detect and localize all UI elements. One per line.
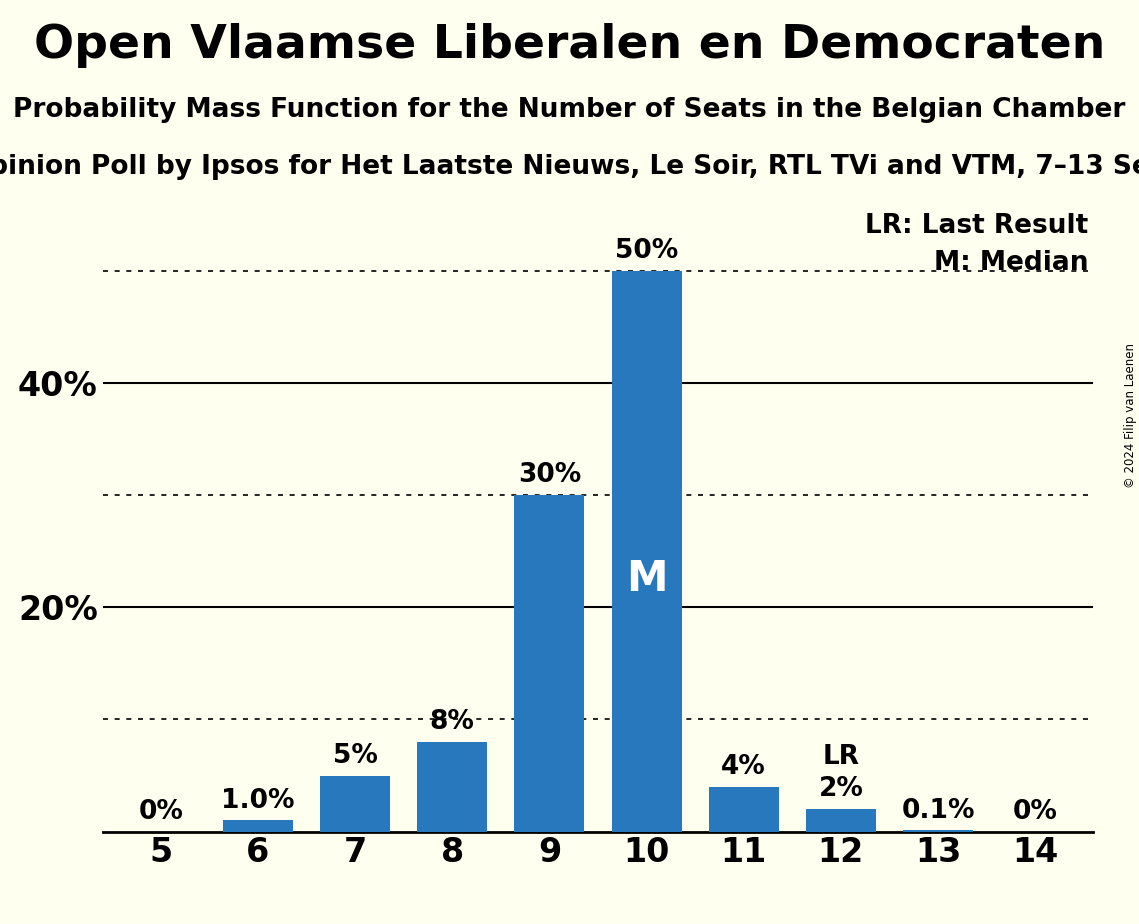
Text: 1.0%: 1.0% <box>221 787 295 814</box>
Text: 0%: 0% <box>138 799 183 825</box>
Text: M: Median: M: Median <box>934 250 1089 276</box>
Text: 5%: 5% <box>333 743 377 769</box>
Bar <box>806 809 876 832</box>
Text: M: M <box>625 558 667 601</box>
Bar <box>903 831 973 832</box>
Text: 50%: 50% <box>615 237 678 264</box>
Text: 2%: 2% <box>819 776 863 802</box>
Text: 0.1%: 0.1% <box>901 797 975 824</box>
Text: 8%: 8% <box>429 709 475 736</box>
Text: © 2024 Filip van Laenen: © 2024 Filip van Laenen <box>1124 344 1137 488</box>
Text: LR: LR <box>822 744 859 770</box>
Text: LR: Last Result: LR: Last Result <box>866 213 1089 238</box>
Bar <box>417 742 487 832</box>
Text: n an Opinion Poll by Ipsos for Het Laatste Nieuws, Le Soir, RTL TVi and VTM, 7–1: n an Opinion Poll by Ipsos for Het Laats… <box>0 154 1139 180</box>
Bar <box>612 271 681 832</box>
Bar <box>515 495 584 832</box>
Text: Probability Mass Function for the Number of Seats in the Belgian Chamber: Probability Mass Function for the Number… <box>14 97 1125 123</box>
Text: 30%: 30% <box>518 462 581 488</box>
Text: Open Vlaamse Liberalen en Democraten: Open Vlaamse Liberalen en Democraten <box>34 23 1105 68</box>
Text: 4%: 4% <box>721 754 767 780</box>
Text: 0%: 0% <box>1013 799 1058 825</box>
Bar <box>708 786 779 832</box>
Bar <box>320 775 390 832</box>
Bar <box>223 821 293 832</box>
